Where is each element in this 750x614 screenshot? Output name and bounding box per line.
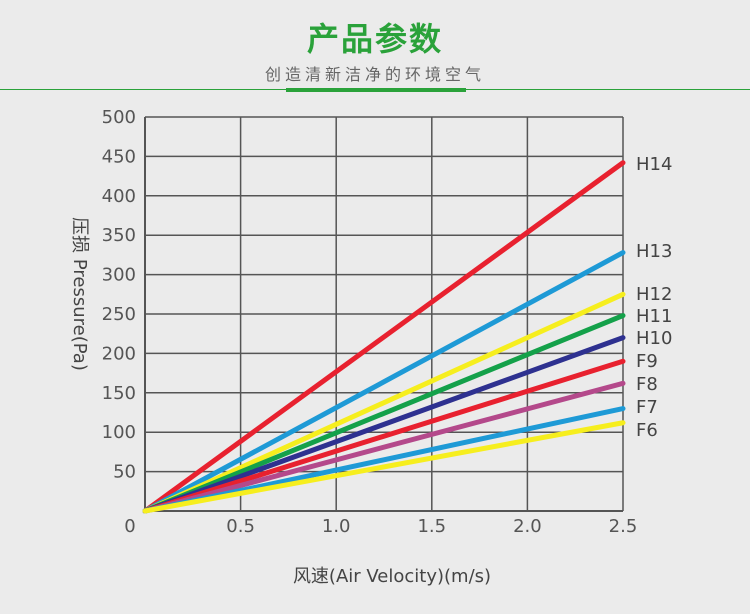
y-tick-label: 500 (102, 107, 136, 128)
series-label-h11: H11 (636, 306, 672, 327)
y-tick-label: 450 (102, 146, 136, 167)
series-label-f6: F6 (636, 420, 658, 441)
y-tick-label: 100 (102, 422, 136, 443)
y-tick-label: 250 (102, 304, 136, 325)
series-label-h10: H10 (636, 328, 672, 349)
x-tick-label: 0 (124, 516, 135, 537)
series-line-h12 (142, 291, 626, 514)
y-tick-label: 150 (102, 383, 136, 404)
y-tick-label: 50 (113, 462, 136, 483)
y-tick-label: 300 (102, 265, 136, 286)
series-line-f9 (142, 358, 626, 514)
page-title: 产品参数 (306, 20, 443, 58)
series-label-h14: H14 (636, 154, 672, 175)
series-line-f8 (142, 380, 626, 514)
series-label-f7: F7 (636, 397, 658, 418)
header-divider-accent (286, 88, 466, 92)
chart-series (142, 160, 626, 514)
series-line-h14 (142, 160, 626, 514)
page-subtitle: 创造清新洁净的环境空气 (264, 65, 485, 84)
series-label-h12: H12 (636, 284, 672, 305)
y-tick-label: 400 (102, 186, 136, 207)
chart-grid: 0 0.5 1.0 1.5 2.0 2.5 50 100 150 200 250 300 350 400 4… (102, 107, 638, 537)
x-tick-label: 2.5 (609, 516, 638, 537)
x-axis-title: 风速(Air Velocity)(m/s) (293, 566, 491, 587)
series-line-h11 (142, 313, 626, 514)
series-line-f6 (142, 420, 626, 514)
y-tick-label: 350 (102, 225, 136, 246)
x-tick-label: 1.0 (322, 516, 351, 537)
x-tick-label: 2.0 (513, 516, 542, 537)
series-label-h13: H13 (636, 241, 672, 262)
series-line-h10 (142, 335, 626, 514)
series-line-h13 (142, 250, 626, 514)
series-label-f8: F8 (636, 374, 658, 395)
series-label-f9: F9 (636, 351, 658, 372)
x-tick-label: 1.5 (417, 516, 446, 537)
x-tick-label: 0.5 (226, 516, 255, 537)
y-axis-title: 压损 Pressure(Pa) (69, 217, 90, 371)
y-tick-label: 200 (102, 343, 136, 364)
